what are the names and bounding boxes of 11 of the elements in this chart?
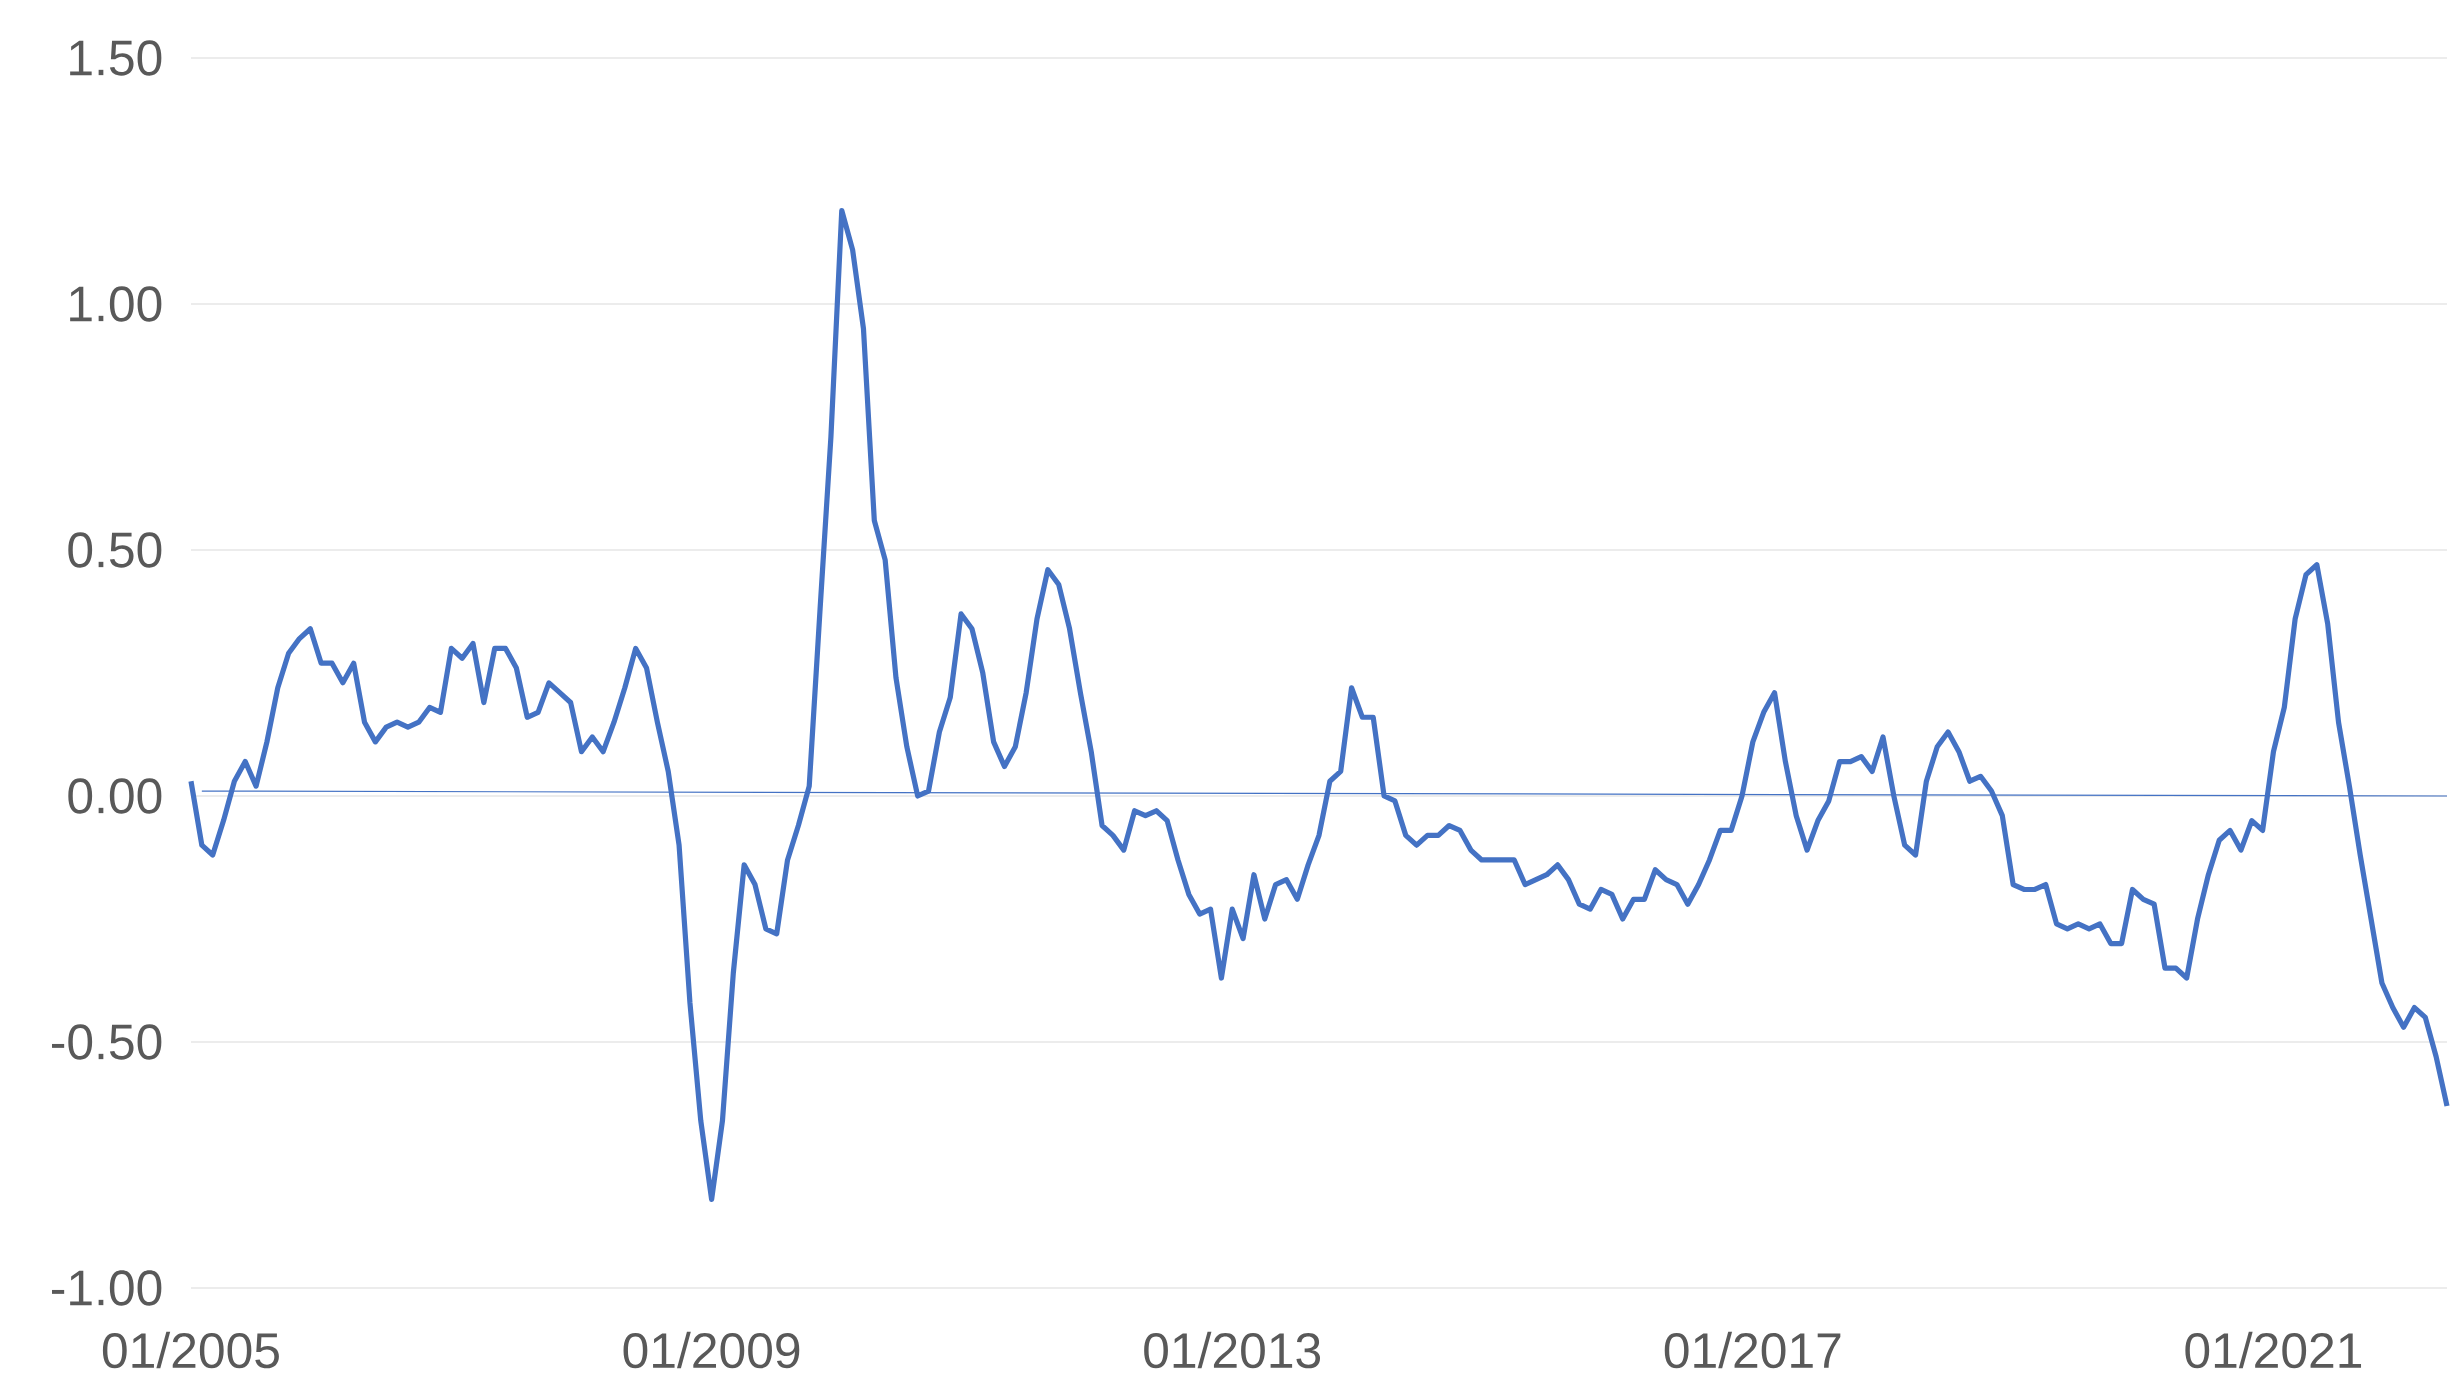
x-tick-label: 01/2009	[623, 1331, 800, 1369]
y-tick-label: 0.50	[68, 532, 162, 568]
y-tick-label: 1.50	[70, 40, 162, 76]
y-tick-label: 1.00	[70, 286, 162, 322]
x-tick-label: 01/2005	[102, 1331, 279, 1369]
x-tick-label: 01/2021	[2185, 1331, 2362, 1369]
y-tick-label: -1.00	[52, 1270, 162, 1306]
x-tick-label: 01/2013	[1144, 1331, 1321, 1369]
y-tick-label: -0.50	[52, 1024, 162, 1060]
x-tick-label: 01/2017	[1664, 1331, 1841, 1369]
y-tick-label: 0.00	[68, 778, 162, 814]
